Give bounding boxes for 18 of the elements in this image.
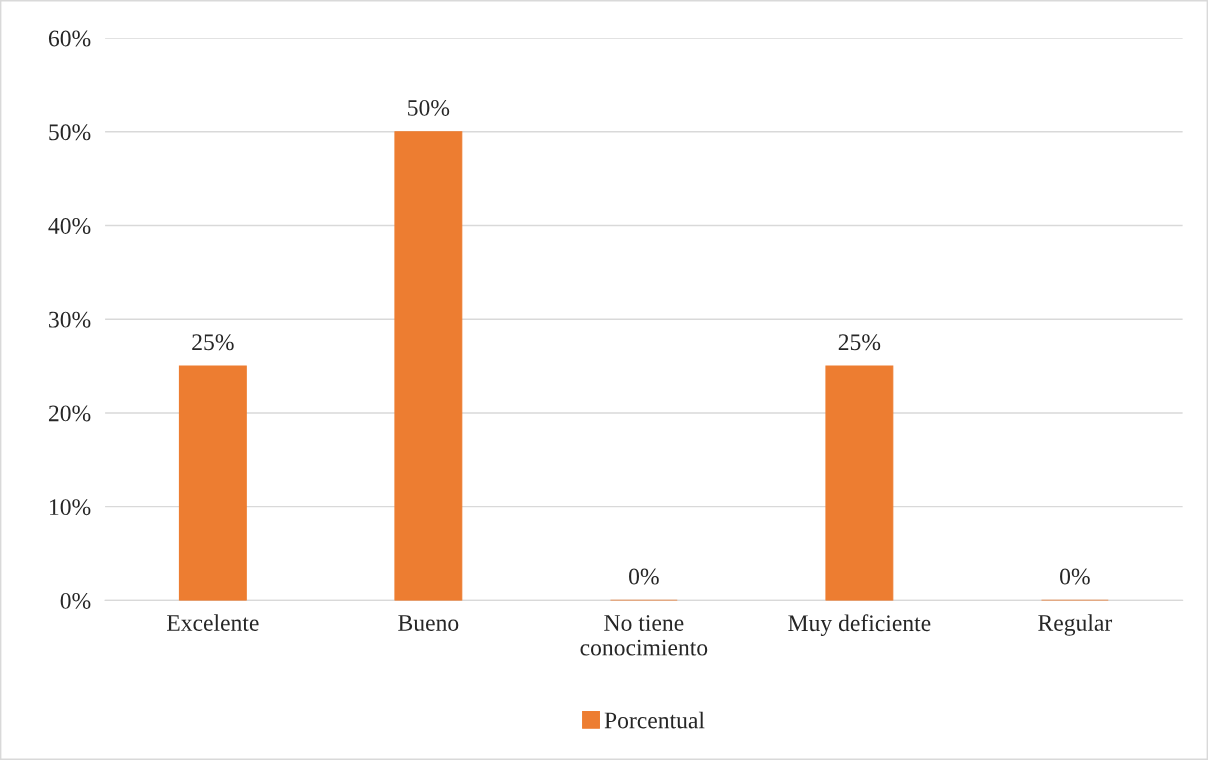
x-tick-label: Muy deficiente	[788, 614, 931, 637]
y-tick-label: 20%	[48, 405, 91, 422]
x-tick-label: No tiene conocimiento	[580, 615, 708, 656]
y-tick-label: 40%	[48, 217, 91, 234]
data-label: 0%	[629, 568, 659, 585]
data-label: 50%	[408, 99, 450, 116]
data-label: 0%	[1060, 568, 1090, 585]
y-tick-label: 0%	[60, 592, 91, 609]
y-tick-label: 50%	[49, 124, 91, 141]
y-tick-label: 10%	[50, 499, 91, 516]
x-tick-label: Regular	[1038, 614, 1113, 636]
x-tick-label: Excelente	[166, 614, 259, 631]
y-tick-label: 60%	[48, 30, 91, 47]
legend-label: Porcentual	[604, 711, 705, 729]
x-tick-label: Bueno	[398, 615, 459, 631]
data-label: 25%	[838, 334, 881, 351]
data-label: 25%	[192, 334, 234, 351]
y-tick-label: 30%	[49, 311, 91, 328]
